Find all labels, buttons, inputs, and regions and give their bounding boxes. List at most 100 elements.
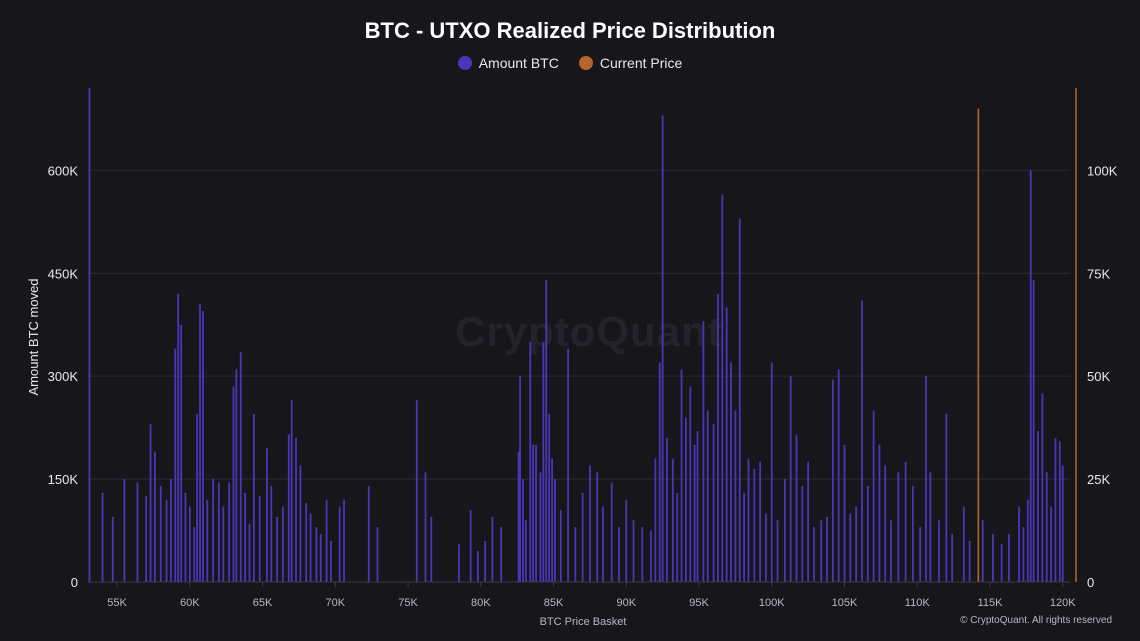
bar (890, 520, 892, 582)
bar (524, 520, 527, 582)
bar (1022, 527, 1025, 582)
bar (248, 523, 251, 582)
bar (602, 506, 604, 582)
current-price-marker (977, 108, 980, 582)
bar (843, 444, 846, 582)
legend-item-amount-btc[interactable]: Amount BTC (457, 55, 559, 71)
bar (325, 499, 328, 582)
x-tick-label: 75K (398, 597, 418, 609)
x-tick-label: 95K (689, 597, 709, 609)
bar (820, 520, 823, 582)
x-tick-label: 110K (905, 597, 931, 609)
bar (596, 472, 599, 582)
bar (202, 310, 204, 582)
legend-item-current-price[interactable]: Current Price (578, 55, 683, 71)
bar (276, 516, 279, 582)
y-left-tick-label: 150K (48, 472, 79, 487)
bar (193, 527, 196, 582)
x-tick-label: 60K (180, 597, 200, 609)
watermark: CryptoQuant (455, 308, 723, 355)
bar (218, 482, 220, 582)
bar (650, 530, 652, 582)
bar (206, 499, 209, 582)
bar (658, 362, 661, 582)
bar (789, 376, 792, 582)
bar (500, 527, 503, 582)
bar (878, 444, 881, 582)
bar (680, 369, 683, 582)
bar (765, 513, 767, 582)
bar (270, 485, 273, 582)
bar (929, 472, 932, 582)
bar (685, 417, 687, 582)
bar (738, 218, 741, 582)
bar (712, 424, 715, 582)
bar (938, 520, 940, 582)
bar (1032, 280, 1035, 582)
bar (897, 472, 900, 582)
bar (159, 485, 162, 582)
bar (831, 379, 834, 582)
bar (235, 369, 238, 582)
bar (554, 479, 556, 582)
bar (424, 472, 427, 582)
x-tick-label: 55K (107, 597, 127, 609)
bar (855, 506, 858, 582)
bar (1007, 533, 1010, 582)
bar (430, 516, 433, 582)
bar (228, 482, 231, 582)
y-left-tick-label: 600K (48, 163, 79, 178)
bar (861, 300, 863, 582)
bar (925, 376, 927, 582)
bar (491, 516, 494, 582)
bar (753, 468, 756, 582)
bar (1045, 472, 1048, 582)
legend-dot-current-price (578, 56, 593, 70)
bar (911, 485, 914, 582)
y-right-tick-label: 75K (1087, 266, 1110, 281)
bar (136, 482, 139, 582)
bar (702, 321, 705, 582)
bar (968, 540, 971, 582)
bar (88, 88, 91, 582)
y-left-tick-label: 0 (71, 575, 78, 590)
bar (196, 413, 199, 582)
bar (123, 479, 126, 582)
bar (539, 472, 542, 582)
bar (548, 413, 551, 582)
bar (305, 503, 308, 582)
bar (904, 461, 907, 582)
bar (469, 509, 472, 582)
bar (696, 431, 699, 582)
bar (282, 506, 284, 582)
bar (1029, 170, 1032, 583)
bar (559, 509, 562, 582)
x-tick-label: 120K (1050, 597, 1076, 609)
bar (551, 458, 553, 582)
bar (232, 386, 235, 582)
y-right-tick-label: 50K (1087, 369, 1110, 384)
bar (826, 516, 828, 582)
bar (981, 520, 984, 582)
bar (759, 461, 762, 582)
bar (199, 304, 201, 582)
bar (154, 451, 156, 582)
bar (801, 485, 804, 582)
bar (632, 520, 635, 582)
bar (258, 496, 261, 582)
bar (734, 410, 737, 582)
bar (535, 444, 537, 582)
bar (287, 434, 290, 582)
bar (743, 492, 746, 582)
bar (188, 506, 191, 582)
bar (212, 479, 215, 582)
bar (330, 540, 332, 582)
x-tick-label: 70K (326, 597, 346, 609)
x-tick-label: 100K (759, 597, 785, 609)
y-right-tick-label: 25K (1087, 472, 1110, 487)
bar (315, 527, 318, 582)
bar (244, 492, 247, 582)
legend-label-current-price: Current Price (599, 55, 683, 71)
bar (866, 485, 869, 582)
chart-legend: Amount BTC Current Price (0, 55, 1140, 71)
